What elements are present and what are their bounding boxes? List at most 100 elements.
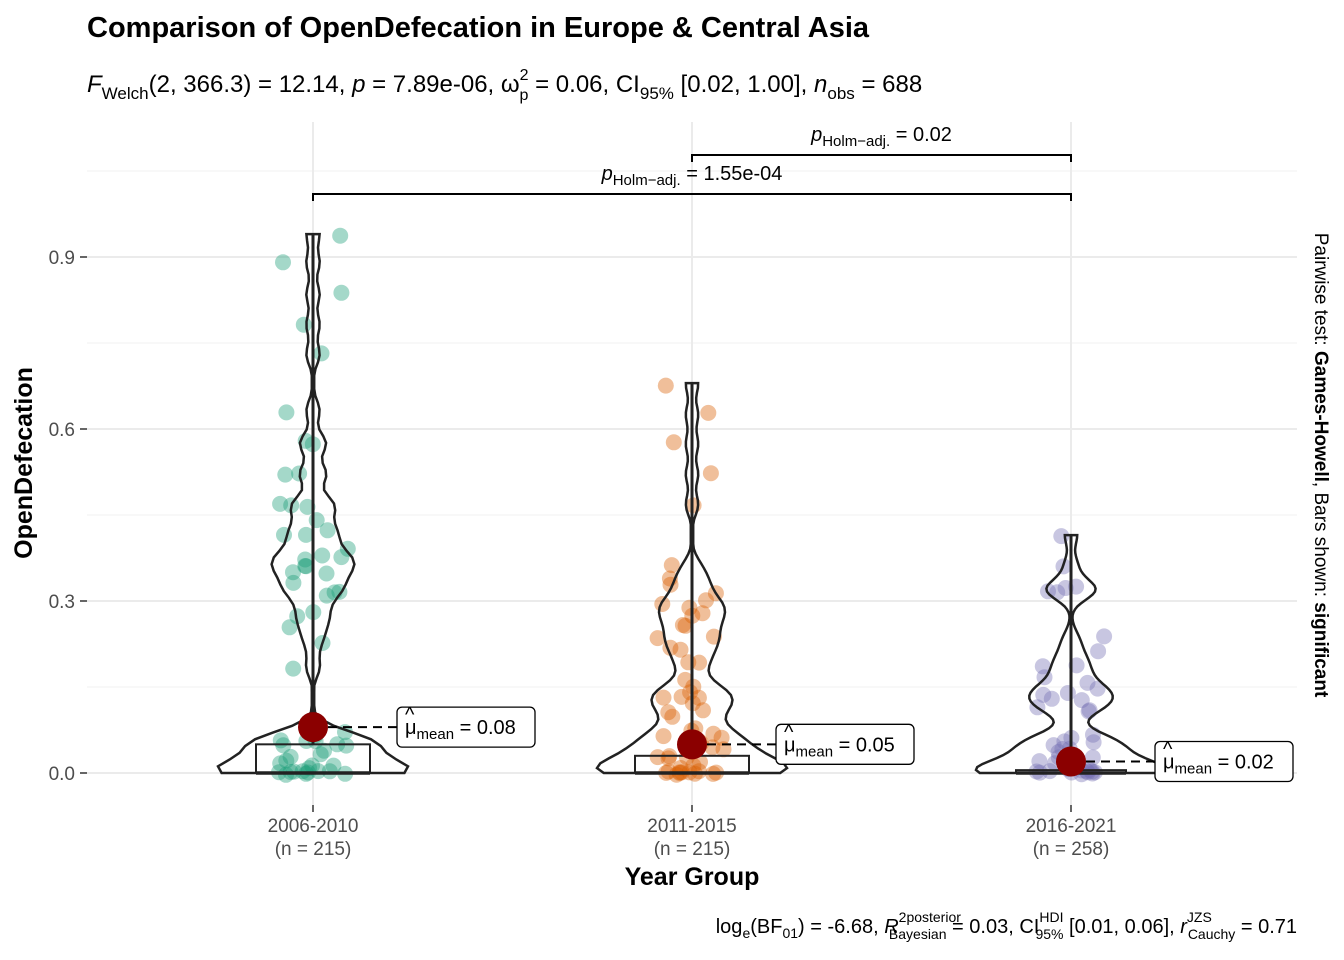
data-point [294, 763, 311, 780]
violins [216, 232, 1168, 775]
data-point [325, 757, 342, 774]
x-tick-label: 2016-2021 [1026, 816, 1117, 837]
data-point [655, 689, 672, 706]
subtitle-p-label: p [351, 71, 365, 98]
mean-label: μmean = 0.08 [405, 717, 516, 743]
data-point [297, 551, 314, 568]
cap-ci-sup: HDI [1039, 909, 1063, 925]
data-point [1035, 686, 1052, 703]
cap-ci-sub: 95% [1035, 926, 1063, 942]
data-point [298, 558, 315, 575]
data-point [285, 660, 302, 677]
data-point [663, 557, 680, 574]
y-axis-title: OpenDefecation [10, 367, 38, 559]
data-point [690, 689, 707, 706]
data-point [1081, 702, 1098, 719]
mean-point [1056, 746, 1086, 777]
data-point [713, 729, 730, 746]
data-point [682, 684, 699, 701]
cap-r-label: R [884, 916, 898, 938]
data-point [685, 757, 702, 774]
cap-rc-sub: Cauchy [1188, 926, 1235, 942]
data-point [278, 766, 294, 783]
data-point [285, 574, 302, 591]
subtitle-f-label: F [87, 71, 103, 98]
data-point [285, 564, 301, 581]
data-point [700, 404, 717, 421]
chart-title: Comparison of OpenDefecation in Europe &… [87, 12, 870, 44]
data-point [282, 748, 299, 765]
cap-rc-label: r [1180, 916, 1188, 938]
subtitle-n-sub: obs [827, 84, 854, 103]
violin [216, 232, 410, 775]
data-point [664, 708, 681, 725]
data-point [304, 757, 321, 774]
y-tick-label: 0.6 [49, 420, 75, 441]
data-point [338, 737, 355, 754]
data-point [665, 434, 682, 451]
data-point [655, 728, 672, 745]
data-point [672, 641, 689, 658]
data-point [275, 254, 291, 271]
data-point [1056, 733, 1073, 750]
mean-hat: ^ [784, 721, 794, 743]
data-point [310, 763, 327, 780]
subtitle-omega-value: = 0.06, CI [528, 71, 639, 98]
data-point [318, 587, 335, 604]
subtitle-omega-label: ω [501, 71, 520, 98]
subtitle-n-value: = 688 [855, 71, 922, 98]
pairwise-brackets: pHolm−adj. = 0.02 pHolm−adj. = 1.55e-04 [312, 124, 1072, 201]
data-point [278, 752, 295, 769]
data-point [272, 495, 289, 512]
subtitle-f-value: = 12.14, [251, 71, 352, 98]
subtitle-f-sub: Welch [102, 84, 149, 103]
data-point [298, 526, 314, 543]
cap-t6: = 0.71 [1235, 916, 1297, 938]
y-tick-label: 0.0 [49, 764, 75, 785]
x-axis: 2006-2010(n = 215)2011-2015(n = 215)2016… [268, 805, 1117, 860]
cap-r-sub: Bayesian [889, 926, 947, 942]
mean-hat: ^ [405, 704, 415, 726]
data-point [281, 619, 298, 636]
data-point [333, 284, 350, 301]
data-point [695, 702, 711, 719]
subtitle-f-args: (2, 366.3) [149, 71, 252, 98]
data-point [1085, 734, 1102, 751]
subtitle-omega-sub: p [520, 87, 529, 104]
cap-t2-sub: 01 [782, 925, 798, 941]
data-point [299, 498, 316, 515]
bayes-caption: loge(BF01) = -6.68, R2posterior Bayesian … [716, 909, 1297, 942]
data-point [691, 654, 708, 671]
data-point [702, 465, 719, 482]
mean-label: μmean = 0.02 [1163, 752, 1274, 778]
cap-t4: = 0.03, CI [947, 916, 1040, 938]
violin [595, 381, 789, 775]
data-point [295, 316, 312, 333]
data-point [318, 565, 335, 582]
violin [974, 533, 1168, 775]
mean-label-box [1154, 740, 1294, 783]
x-tick-label: 2011-2015 [647, 816, 736, 837]
x-tick-n-label: (n = 215) [654, 839, 731, 860]
subtitle-ci-value: [0.02, 1.00], [674, 71, 814, 98]
subtitle-omega-sup: 2 [520, 67, 529, 84]
cap-r-sup2: posterior [906, 909, 961, 925]
mean-hat: ^ [1163, 739, 1173, 761]
data-point [1045, 737, 1062, 754]
data-point [698, 592, 714, 609]
data-point [649, 749, 666, 766]
data-point [660, 750, 677, 767]
side-test: Games-Howell [1310, 351, 1331, 482]
y-tick-label: 0.9 [49, 248, 75, 269]
boxplots [255, 234, 1127, 775]
data-point [272, 755, 289, 772]
data-point [694, 605, 711, 622]
pairwise-label: pHolm−adj. = 1.55e-04 [601, 163, 783, 189]
cap-t1: log [716, 916, 743, 938]
pairwise-bracket [691, 154, 1072, 162]
cap-rc-sup: JZS [1187, 909, 1212, 925]
data-point [1068, 657, 1085, 674]
mean-label-box [396, 706, 536, 748]
side-prefix: Pairwise test: [1310, 233, 1331, 351]
data-point [1043, 690, 1060, 707]
